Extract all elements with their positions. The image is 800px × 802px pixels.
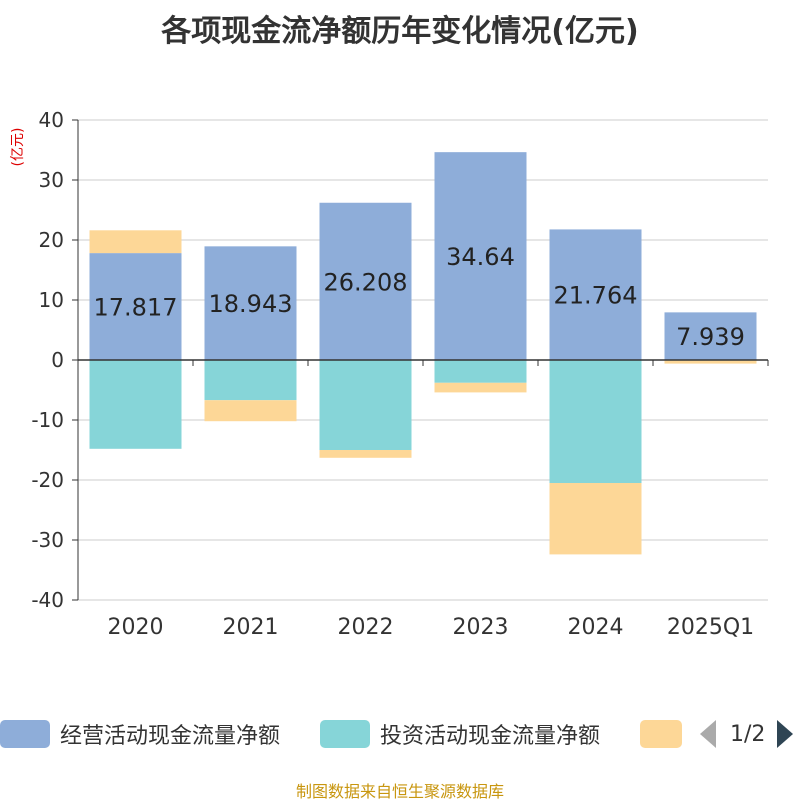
y-tick-label: -20 bbox=[31, 468, 64, 492]
x-tick-label: 2020 bbox=[108, 615, 164, 640]
y-tick-label: -40 bbox=[31, 588, 64, 612]
bar-1-2022 bbox=[319, 360, 412, 450]
data-label: 26.208 bbox=[324, 268, 408, 296]
legend-item-operating[interactable]: 经营活动现金流量净额 bbox=[0, 716, 280, 752]
pager-next-icon[interactable] bbox=[777, 720, 794, 748]
bar-0-2020 bbox=[89, 253, 182, 360]
y-tick-label: 20 bbox=[39, 228, 64, 252]
data-label: 34.64 bbox=[446, 243, 515, 271]
x-tick-label: 2024 bbox=[568, 615, 624, 640]
legend-swatch-investing bbox=[320, 720, 370, 748]
pager-page: 1/2 bbox=[730, 721, 766, 747]
bar-2-2024 bbox=[549, 483, 642, 555]
bar-1-2024 bbox=[549, 360, 642, 483]
y-tick-label: 10 bbox=[39, 288, 64, 312]
pager-prev-icon[interactable] bbox=[700, 720, 716, 748]
bar-1-2023 bbox=[434, 360, 527, 383]
x-tick-label: 2023 bbox=[453, 615, 509, 640]
bar-2-2020 bbox=[89, 230, 182, 254]
y-tick-label: 30 bbox=[39, 168, 64, 192]
bar-0-2023 bbox=[434, 152, 527, 360]
data-label: 21.764 bbox=[554, 282, 638, 310]
bar-0-2021 bbox=[204, 246, 297, 360]
x-tick-label: 2025Q1 bbox=[667, 615, 754, 640]
y-tick-label: 0 bbox=[51, 348, 64, 372]
bar-2-2021 bbox=[204, 400, 297, 422]
bar-1-2021 bbox=[204, 360, 297, 401]
legend-item-investing[interactable]: 投资活动现金流量净额 bbox=[320, 716, 600, 752]
x-tick-label: 2022 bbox=[338, 615, 394, 640]
legend: 经营活动现金流量净额 投资活动现金流量净额 bbox=[0, 716, 800, 752]
legend-swatch-financing bbox=[640, 720, 682, 748]
chart-title: 各项现金流净额历年变化情况(亿元) bbox=[161, 14, 639, 49]
bar-0-2025Q1 bbox=[664, 312, 757, 360]
bar-0-2022 bbox=[319, 202, 412, 360]
bar-2-2022 bbox=[319, 450, 412, 458]
bar-2-2025Q1 bbox=[664, 360, 757, 364]
legend-label-operating: 经营活动现金流量净额 bbox=[60, 724, 281, 749]
legend-pager: 1/2 bbox=[700, 716, 794, 752]
bar-0-2024 bbox=[549, 229, 642, 360]
bar-1-2020 bbox=[89, 360, 182, 449]
data-label: 17.817 bbox=[94, 294, 178, 322]
legend-label-investing: 投资活动现金流量净额 bbox=[380, 724, 601, 749]
x-tick-label: 2021 bbox=[223, 615, 279, 640]
legend-swatch-operating bbox=[0, 720, 50, 748]
data-label: 7.939 bbox=[676, 323, 745, 351]
data-label: 18.943 bbox=[209, 290, 293, 318]
data-source: 制图数据来自恒生聚源数据库 bbox=[295, 782, 504, 801]
y-axis-label: (亿元) bbox=[10, 128, 26, 167]
y-tick-label: 40 bbox=[39, 108, 64, 132]
legend-item-financing[interactable] bbox=[640, 716, 682, 752]
bar-2-2023 bbox=[434, 382, 527, 393]
y-tick-label: -30 bbox=[31, 528, 64, 552]
y-tick-label: -10 bbox=[31, 408, 64, 432]
